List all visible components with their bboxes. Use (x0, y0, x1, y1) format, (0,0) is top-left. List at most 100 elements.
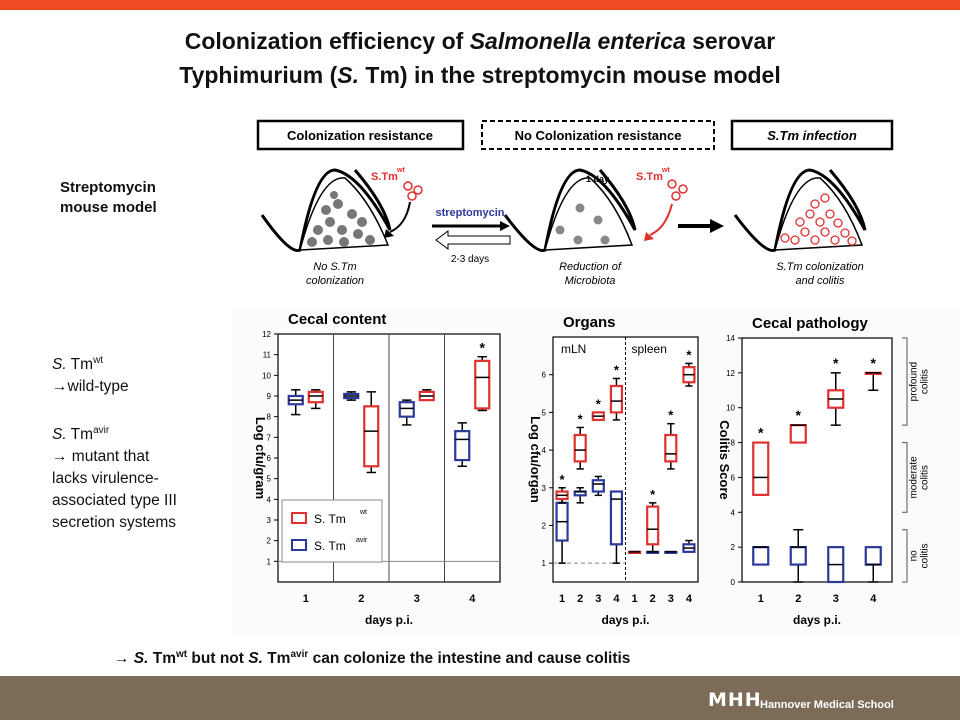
one-day-label: 1 day (586, 174, 609, 184)
avir-box (454, 422, 471, 468)
wt-box (827, 372, 845, 426)
significance-mark: * (560, 472, 566, 487)
chart-title: Cecal content (288, 311, 386, 328)
x-tick-label: 2 (650, 593, 656, 605)
x-axis-label: days p.i. (365, 613, 413, 627)
wt-box (627, 550, 642, 554)
wt-heading: S. Tmwt (52, 355, 104, 374)
x-tick-label: 3 (414, 593, 420, 605)
x-axis-label: days p.i. (601, 613, 649, 627)
cecum-3 (733, 168, 867, 253)
significance-mark: * (650, 487, 656, 502)
y-tick-label: 4 (267, 495, 272, 504)
y-tick-label: 14 (726, 334, 735, 343)
box-stm-infection: S.Tm infection (767, 128, 857, 143)
x-tick-label: 4 (469, 593, 476, 605)
avir-box (343, 391, 360, 401)
y-tick-label: 5 (542, 408, 547, 417)
wt-box (789, 424, 807, 444)
significance-mark: * (686, 347, 692, 362)
avir-box (682, 539, 696, 553)
bacteria-2 (667, 179, 688, 201)
y-tick-label: 3 (267, 516, 272, 525)
x-tick-label: 4 (686, 593, 693, 605)
wt-box (573, 426, 587, 470)
avir-box (609, 490, 624, 564)
y-tick-label: 8 (267, 413, 272, 422)
wt-box (609, 377, 624, 421)
chart-legend: S. Tm wt S. Tm avir (281, 499, 383, 563)
y-tick-label: 5 (267, 475, 272, 484)
stm-label-2: S.Tm (636, 171, 663, 183)
model-label: Streptomycin mouse model (60, 179, 157, 216)
avir-desc-4: secretion systems (52, 514, 177, 532)
strain-legend: S. Tmwt →wild-type S. Tmavir → mutant th… (52, 350, 232, 534)
y-tick-label: 10 (726, 404, 735, 413)
y-tick-label: 10 (262, 371, 271, 380)
wt-box (682, 362, 696, 387)
footer-school: Hannover Medical School (760, 699, 894, 711)
y-tick-label: 9 (267, 392, 272, 401)
chart-title: Organs (563, 314, 616, 331)
y-tick-label: 1 (542, 559, 547, 568)
x-tick-label: 2 (795, 593, 801, 605)
y-axis-label: Log cfu/organ (528, 416, 543, 503)
significance-mark: * (758, 425, 764, 441)
slide-title: Colonization efficiency of Salmonella en… (179, 28, 781, 88)
y-tick-label: 1 (267, 557, 272, 566)
svg-text:wt: wt (359, 509, 367, 516)
y-tick-label: 0 (731, 578, 736, 587)
y-tick-label: 3 (542, 484, 547, 493)
y-tick-label: 2 (542, 521, 547, 530)
x-axis-label: days p.i. (793, 613, 841, 627)
wt-box (418, 389, 435, 402)
group-label: spleen (632, 342, 667, 356)
x-tick-label: 1 (559, 593, 565, 605)
wt-box (307, 389, 324, 410)
caption-3b: and colitis (796, 275, 845, 287)
significance-mark: * (596, 396, 602, 411)
box-no-colonization-resistance: No Colonization resistance (515, 128, 682, 143)
avir-box (573, 487, 587, 504)
y-tick-label: 4 (731, 508, 736, 517)
chart-title: Cecal pathology (752, 315, 869, 332)
avir-box (664, 550, 678, 554)
wt-box (664, 422, 678, 470)
wt-box (363, 391, 380, 474)
wt-box (474, 355, 491, 412)
avir-box (827, 546, 845, 584)
avir-box (864, 546, 882, 583)
y-tick-label: 6 (731, 473, 736, 482)
wt-box (555, 487, 569, 504)
wt-box (646, 502, 660, 553)
streptomycin-schematic: Colonization resistance No Colonization … (256, 119, 894, 287)
colitis-bracket-label: profoundcolitis (909, 362, 931, 401)
mhh-logo: MHH (708, 689, 762, 711)
y-tick-label: 2 (267, 537, 272, 546)
streptomycin-label: streptomycin (435, 207, 504, 219)
x-tick-label: 1 (632, 593, 638, 605)
svg-text:S. Tm: S. Tm (314, 539, 346, 553)
significance-mark: * (668, 408, 674, 423)
footer (0, 676, 960, 720)
caption-2b: Microbiota (565, 275, 616, 287)
avir-box (398, 399, 415, 426)
colitis-bracket (902, 529, 908, 583)
stm-label-1: S.Tm (371, 171, 398, 183)
x-tick-label: 3 (668, 593, 674, 605)
group-label: mLN (561, 342, 586, 356)
y-axis-label: Log cfu/gram (253, 417, 268, 499)
box-colonization-resistance: Colonization resistance (287, 128, 433, 143)
wt-box (752, 441, 770, 496)
colitis-bracket-label: nocolitis (909, 543, 931, 568)
x-tick-label: 2 (358, 593, 364, 605)
colitis-bracket (902, 337, 908, 426)
x-tick-label: 4 (870, 593, 877, 605)
wt-box (864, 371, 882, 392)
accent-bar (0, 0, 960, 10)
colitis-bracket (902, 442, 908, 513)
y-tick-label: 8 (731, 439, 736, 448)
